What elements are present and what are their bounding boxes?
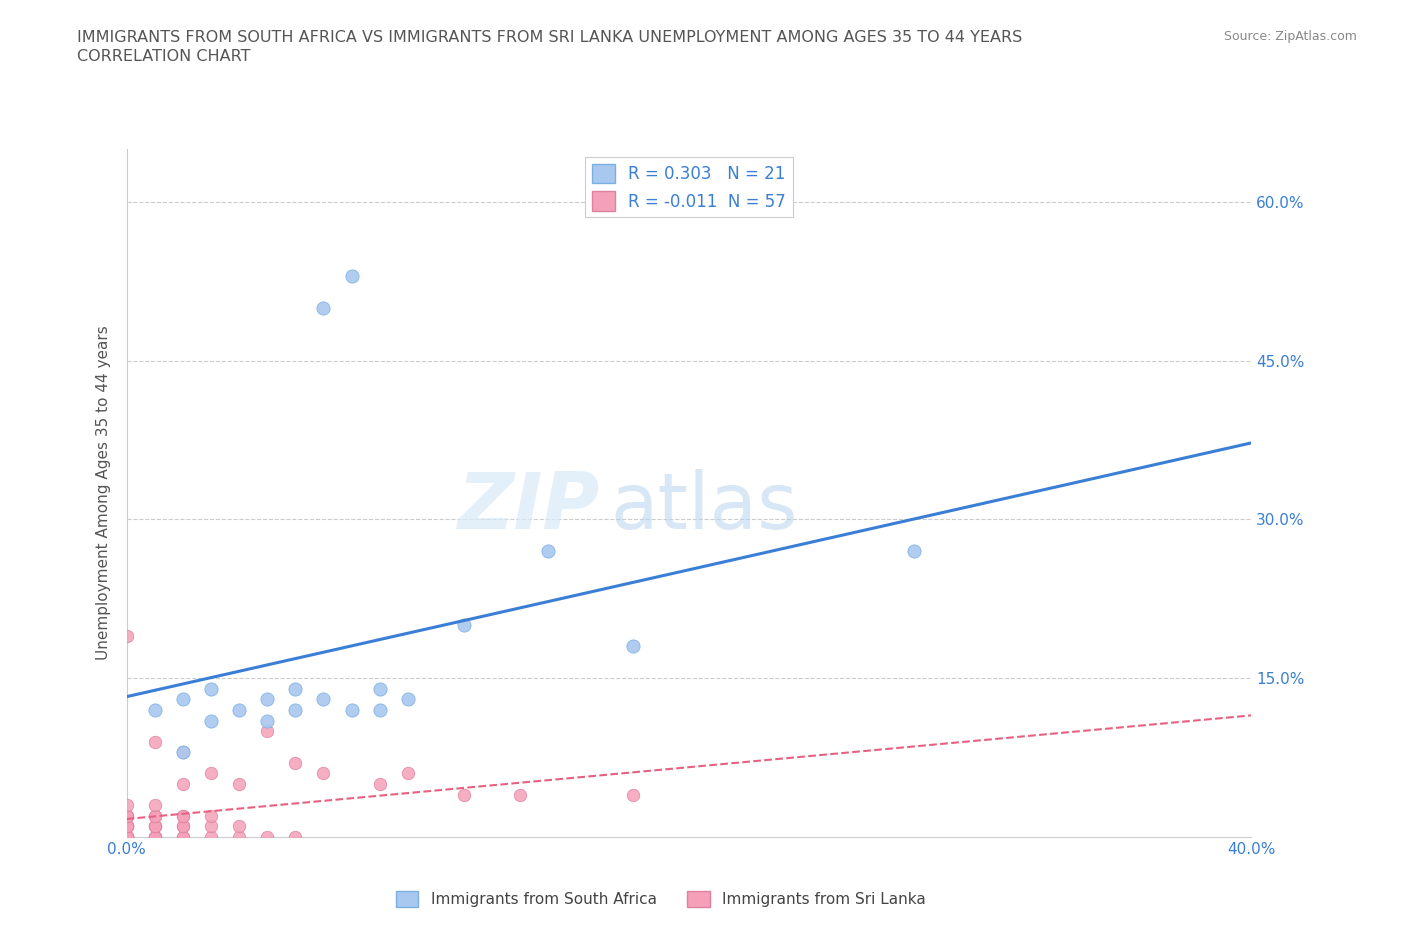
Text: Source: ZipAtlas.com: Source: ZipAtlas.com <box>1223 30 1357 43</box>
Point <box>621 787 644 802</box>
Point <box>115 819 138 834</box>
Point <box>368 777 391 791</box>
Point <box>509 787 531 802</box>
Legend: R = 0.303   N = 21, R = -0.011  N = 57: R = 0.303 N = 21, R = -0.011 N = 57 <box>585 157 793 218</box>
Point <box>172 692 194 707</box>
Point <box>115 819 138 834</box>
Point <box>115 808 138 823</box>
Text: IMMIGRANTS FROM SOUTH AFRICA VS IMMIGRANTS FROM SRI LANKA UNEMPLOYMENT AMONG AGE: IMMIGRANTS FROM SOUTH AFRICA VS IMMIGRAN… <box>77 30 1022 45</box>
Point <box>143 830 166 844</box>
Point <box>200 713 222 728</box>
Point <box>143 735 166 750</box>
Point <box>115 830 138 844</box>
Point <box>172 808 194 823</box>
Point <box>368 702 391 717</box>
Point <box>172 819 194 834</box>
Point <box>115 798 138 813</box>
Point <box>200 766 222 781</box>
Point <box>312 300 335 315</box>
Point <box>340 702 363 717</box>
Point <box>903 544 925 559</box>
Point <box>115 830 138 844</box>
Point <box>172 830 194 844</box>
Point <box>312 692 335 707</box>
Point <box>256 692 278 707</box>
Point <box>115 830 138 844</box>
Point <box>143 819 166 834</box>
Point <box>200 808 222 823</box>
Point <box>340 269 363 284</box>
Point <box>284 682 307 697</box>
Point <box>115 819 138 834</box>
Point <box>143 819 166 834</box>
Point <box>143 702 166 717</box>
Point <box>115 830 138 844</box>
Point <box>115 830 138 844</box>
Point <box>115 808 138 823</box>
Point <box>256 724 278 738</box>
Point <box>537 544 560 559</box>
Point <box>115 830 138 844</box>
Point <box>621 639 644 654</box>
Point <box>200 682 222 697</box>
Point <box>256 830 278 844</box>
Point <box>172 830 194 844</box>
Point <box>172 819 194 834</box>
Point <box>143 798 166 813</box>
Text: atlas: atlas <box>610 469 797 545</box>
Point <box>143 830 166 844</box>
Point <box>228 830 250 844</box>
Y-axis label: Unemployment Among Ages 35 to 44 years: Unemployment Among Ages 35 to 44 years <box>96 326 111 660</box>
Point <box>453 787 475 802</box>
Point <box>172 808 194 823</box>
Point <box>312 766 335 781</box>
Point <box>453 618 475 632</box>
Point <box>143 819 166 834</box>
Point <box>200 819 222 834</box>
Point <box>143 830 166 844</box>
Text: CORRELATION CHART: CORRELATION CHART <box>77 49 250 64</box>
Point <box>396 766 419 781</box>
Point <box>228 777 250 791</box>
Point <box>143 808 166 823</box>
Point <box>115 830 138 844</box>
Point <box>115 808 138 823</box>
Point <box>143 830 166 844</box>
Point <box>143 808 166 823</box>
Point <box>284 830 307 844</box>
Point <box>368 682 391 697</box>
Point <box>228 702 250 717</box>
Point <box>115 629 138 644</box>
Point <box>115 819 138 834</box>
Legend: Immigrants from South Africa, Immigrants from Sri Lanka: Immigrants from South Africa, Immigrants… <box>389 884 932 913</box>
Text: ZIP: ZIP <box>457 469 599 545</box>
Point <box>228 819 250 834</box>
Point <box>256 713 278 728</box>
Point <box>284 702 307 717</box>
Point <box>115 830 138 844</box>
Point <box>284 755 307 770</box>
Point <box>115 830 138 844</box>
Point <box>396 692 419 707</box>
Point <box>115 830 138 844</box>
Point <box>172 777 194 791</box>
Point <box>200 830 222 844</box>
Point <box>115 830 138 844</box>
Point <box>172 745 194 760</box>
Point <box>115 819 138 834</box>
Point <box>172 745 194 760</box>
